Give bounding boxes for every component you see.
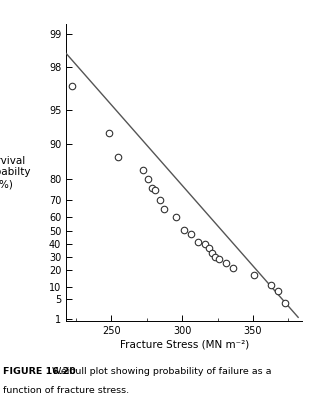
Point	[216, 256, 221, 263]
Point	[202, 241, 207, 247]
Point	[195, 239, 200, 245]
Point	[276, 288, 281, 294]
Point	[212, 254, 217, 260]
Point	[207, 245, 212, 251]
Point	[150, 185, 155, 191]
Point	[209, 250, 215, 256]
Point	[140, 167, 145, 173]
X-axis label: Fracture Stress (MN m⁻²): Fracture Stress (MN m⁻²)	[120, 340, 249, 350]
Point	[231, 264, 236, 271]
Y-axis label: Survival
Probabilty
(%): Survival Probabilty (%)	[0, 156, 31, 189]
Text: Weibull plot showing probability of failure as a: Weibull plot showing probability of fail…	[52, 367, 272, 376]
Point	[157, 197, 162, 204]
Text: function of fracture stress.: function of fracture stress.	[3, 386, 129, 395]
Point	[146, 175, 151, 182]
Point	[188, 231, 193, 237]
Point	[106, 130, 111, 136]
Point	[153, 187, 158, 194]
Point	[269, 282, 274, 288]
Point	[223, 260, 228, 267]
Point	[69, 83, 74, 89]
Point	[116, 154, 121, 160]
Point	[161, 206, 166, 212]
Point	[283, 299, 288, 306]
Text: FIGURE 16.20: FIGURE 16.20	[3, 367, 76, 376]
Point	[181, 227, 186, 233]
Point	[252, 271, 257, 278]
Point	[174, 214, 179, 220]
